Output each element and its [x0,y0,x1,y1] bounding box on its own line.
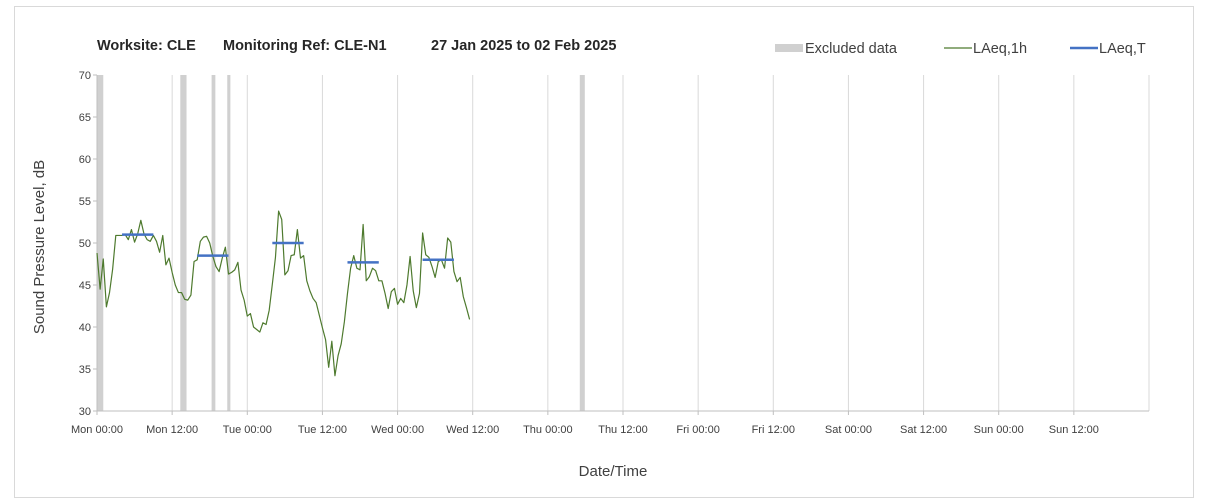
x-tick-label: Mon 12:00 [146,424,198,436]
x-tick-label: Fri 12:00 [752,424,795,436]
x-tick-label: Wed 00:00 [371,424,424,436]
x-tick-label: Thu 12:00 [598,424,648,436]
y-tick-label: 50 [79,238,91,250]
y-tick-label: 40 [79,322,91,334]
chart-frame: Worksite: CLE Monitoring Ref: CLE-N1 27 … [14,6,1194,498]
y-tick-label: 60 [79,154,91,166]
x-tick-label: Mon 00:00 [71,424,123,436]
chart-title-monitoring-ref: Monitoring Ref: CLE-N1 [223,38,387,54]
legend: Excluded data LAeq,1h LAeq,T [775,41,1146,57]
x-tick-label: Tue 00:00 [223,424,272,436]
y-tick-label: 70 [79,70,91,82]
y-axis-title: Sound Pressure Level, dB [31,160,48,334]
y-tick-label: 35 [79,364,91,376]
x-tick-label: Thu 00:00 [523,424,573,436]
chart-svg: Worksite: CLE Monitoring Ref: CLE-N1 27 … [31,38,1150,480]
excluded-band [97,75,104,411]
x-tick-label: Tue 12:00 [298,424,347,436]
x-tick-label: Sun 00:00 [974,424,1024,436]
chart-title-worksite: Worksite: CLE [97,38,196,54]
legend-swatch-excluded [775,44,803,52]
x-axis-title: Date/Time [579,463,648,480]
legend-label-excluded: Excluded data [805,41,898,57]
x-tick-label: Wed 12:00 [446,424,499,436]
plot-area: 30 35 40 45 50 55 60 65 70 Mon 00:00 Mon 12:00 Tue … [71,70,1150,436]
excluded-band [211,75,216,411]
series-line-laeq1h [96,210,471,377]
chart-title-period: 27 Jan 2025 to 02 Feb 2025 [431,38,616,54]
y-tick-label: 55 [79,196,91,208]
excluded-band [180,75,187,411]
x-tick-label: Fri 00:00 [676,424,719,436]
y-tick-label: 30 [79,406,91,418]
y-tick-label: 65 [79,112,91,124]
x-tick-label: Sun 12:00 [1049,424,1099,436]
y-tick-label: 45 [79,280,91,292]
x-tick-label: Sat 12:00 [900,424,947,436]
excluded-band [227,75,231,411]
x-tick-label: Sat 00:00 [825,424,872,436]
legend-label-laeq1h: LAeq,1h [973,41,1027,57]
excluded-band [579,75,585,411]
legend-label-laeqt: LAeq,T [1099,41,1146,57]
